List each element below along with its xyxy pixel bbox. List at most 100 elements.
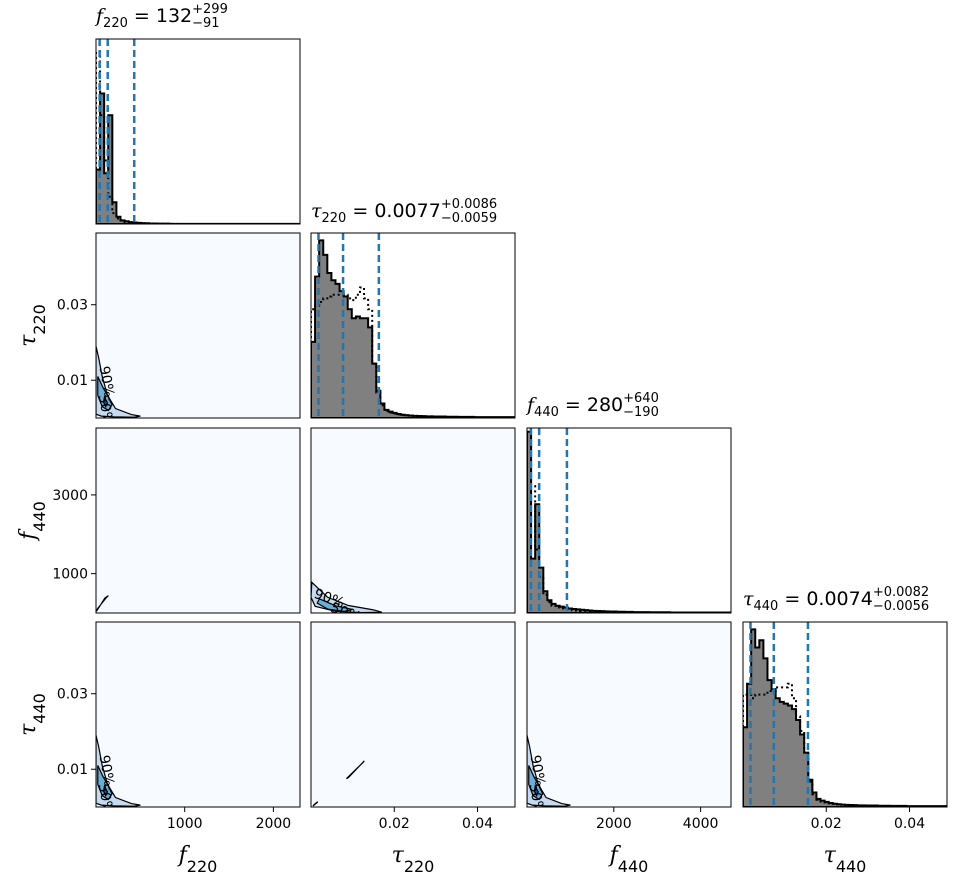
title-tau440: τ440 = 0.0074+0.0082 xyxy=(743,585,929,614)
title-value-tau440: = 0.0074 xyxy=(778,588,872,610)
xlabel-f220: f220 xyxy=(177,843,218,876)
density-bg xyxy=(96,622,300,807)
title-low-f220: −91 xyxy=(192,16,219,31)
hist-dotted-tau220 xyxy=(311,286,434,418)
contour-label-90-tau220-f220: 90% xyxy=(96,365,117,398)
ytick-label-tau440-1: 0.03 xyxy=(57,687,88,703)
ytick-label-tau220-0: 0.01 xyxy=(57,373,88,389)
contour-label-90-tau440-f220: 90% xyxy=(96,754,117,787)
xlabel-tau440-sub: 440 xyxy=(836,857,867,876)
hist-tau220 xyxy=(311,233,515,418)
ylabel-tau440-sub: 440 xyxy=(30,693,49,724)
panel-f440-f220 xyxy=(96,428,300,613)
hist-fill-tau220 xyxy=(311,240,515,418)
title-sup-tau440: +0.0082 xyxy=(873,585,929,600)
title-sup-f440: +640 xyxy=(623,391,659,406)
title-symbol-f220: f xyxy=(94,5,106,27)
panel-tau440-tau220 xyxy=(311,622,515,807)
hist-fill-f220 xyxy=(96,93,300,224)
hist-fill-tau440 xyxy=(743,629,947,807)
core-tau220-f220 xyxy=(102,395,109,409)
ylabel-tau220-symbol: τ xyxy=(16,334,41,347)
xlabel-f440: f440 xyxy=(608,843,649,876)
xtick-label-f220-1: 2000 xyxy=(256,816,292,832)
hist-tau440 xyxy=(743,622,947,807)
core-tau440-f440 xyxy=(533,784,539,798)
title-tau220: τ220 = 0.0077+0.0086 xyxy=(311,197,497,226)
ylabel-f440: f440 xyxy=(16,501,49,542)
ytick-label-f440-0: 1000 xyxy=(52,567,88,583)
title-value-f220: = 132 xyxy=(128,5,192,27)
frame-f440-f220 xyxy=(95,427,301,614)
title-symbol-tau220: τ xyxy=(311,200,322,222)
hist-line-tau220 xyxy=(311,239,515,418)
title-value-f440: = 280 xyxy=(559,394,623,416)
contour-small-tau440-tau220 xyxy=(312,801,319,807)
contour-50-tau440-f440 xyxy=(528,765,544,801)
frame-tau440-tau220 xyxy=(310,621,516,808)
contour-f440-f220 xyxy=(96,595,109,612)
frame-tau440-f440 xyxy=(526,621,732,808)
contour-label-90-tau440-f440: 90% xyxy=(527,754,548,787)
ytick-label-f440-1: 3000 xyxy=(52,488,88,504)
density-bg xyxy=(311,428,515,613)
ylabel-f440-sub: 440 xyxy=(30,501,49,532)
xlabel-f440-sub: 440 xyxy=(618,857,649,876)
density-bg xyxy=(527,622,731,807)
ylabel-tau220: τ220 xyxy=(16,304,49,347)
xlabel-f220-sub: 220 xyxy=(187,857,218,876)
contour-label-50-tau440-f220: 50% xyxy=(95,782,116,815)
panel-tau220-f220: 90%50% xyxy=(95,233,300,426)
title-sub-f220: 220 xyxy=(103,16,128,31)
xtick-label-f440-0: 2000 xyxy=(596,816,632,832)
core-tau440-f220 xyxy=(102,784,109,798)
title-symbol-f440: f xyxy=(525,394,537,416)
frame-f440-tau220 xyxy=(310,427,516,614)
xlabel-tau440: τ440 xyxy=(824,843,867,876)
hist-line-f440 xyxy=(527,430,731,613)
frame-f440-f440 xyxy=(526,427,732,614)
title-sup-f220: +299 xyxy=(192,2,228,17)
xtick-label-tau220-1: 0.04 xyxy=(462,816,493,832)
ylabel-tau440: τ440 xyxy=(16,693,49,736)
contour-50-f440-tau220 xyxy=(316,598,353,613)
xlabel-tau220: τ220 xyxy=(392,843,435,876)
xtick-label-f220-0: 1000 xyxy=(167,816,203,832)
density-bg xyxy=(311,622,515,807)
title-value-tau220: = 0.0077 xyxy=(346,200,440,222)
frame-tau220-f220 xyxy=(95,232,301,419)
title-low-f440: −190 xyxy=(623,405,659,420)
title-sub-f440: 440 xyxy=(534,405,559,420)
panel-tau440-f440: 90%50% xyxy=(527,622,731,807)
xtick-label-tau440-0: 0.02 xyxy=(811,816,842,832)
xlabel-tau440-symbol: τ xyxy=(824,843,837,868)
xlabel-tau220-sub: 220 xyxy=(404,857,435,876)
density-bg xyxy=(96,428,300,613)
ylabel-tau220-sub: 220 xyxy=(30,304,49,335)
xtick-label-tau440-1: 0.04 xyxy=(894,816,925,832)
title-low-tau220: −0.0059 xyxy=(441,211,497,226)
xlabel-tau220-symbol: τ xyxy=(392,843,405,868)
title-f220: f220 = 132+299 xyxy=(94,2,228,31)
frame-f220-f220 xyxy=(95,38,301,225)
ytick-label-tau440-0: 0.01 xyxy=(57,762,88,778)
hist-dotted-f440 xyxy=(527,439,593,613)
xtick-label-tau220-0: 0.02 xyxy=(379,816,410,832)
panel-f440-tau220: 90%50% xyxy=(311,428,515,613)
title-low-tau440: −0.0056 xyxy=(873,599,929,614)
frame-tau440-tau440 xyxy=(742,621,948,808)
hist-f220 xyxy=(96,39,300,224)
title-sub-tau440: 440 xyxy=(754,599,779,614)
hist-f440 xyxy=(527,428,731,613)
density-bg xyxy=(96,233,300,418)
contour-label-50-tau220-f220: 50% xyxy=(95,393,116,426)
panel-tau440-f220: 90%50% xyxy=(95,622,300,815)
title-sup-tau220: +0.0086 xyxy=(441,197,497,212)
contour-50-tau440-f220 xyxy=(97,765,113,801)
hist-line-f220 xyxy=(96,92,300,224)
title-sub-tau220: 220 xyxy=(322,211,347,226)
hist-dotted-tau440 xyxy=(743,682,841,807)
contour-tau440-tau220 xyxy=(345,760,365,780)
title-symbol-tau440: τ xyxy=(743,588,754,610)
